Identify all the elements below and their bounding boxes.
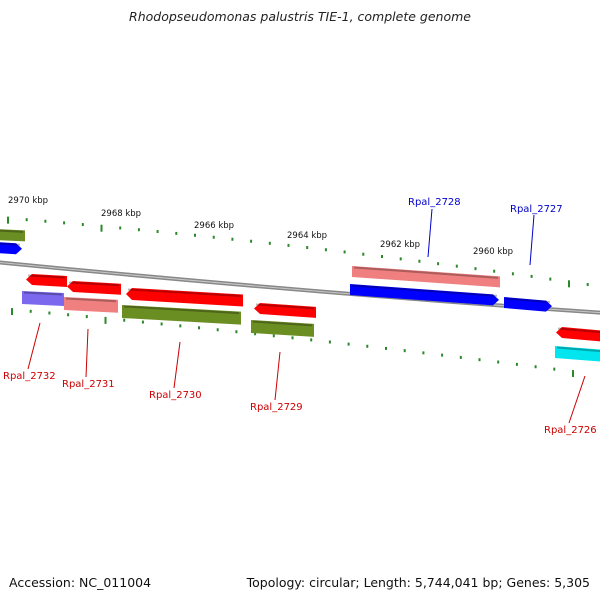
label-leaders [27,208,586,424]
outer-tick-track [7,216,589,288]
gene-feature-shade [556,346,600,353]
label-leader-line [27,322,41,370]
gene-feature [352,266,500,288]
gene-feature-shade [252,320,313,327]
gene-feature-shade [65,297,117,303]
gene-label: Rpal_2726 [544,425,597,436]
gene-label: Rpal_2732 [3,371,56,382]
gene-feature [64,297,118,313]
gene-label: Rpal_2729 [250,402,303,413]
gene-feature-shade [557,327,600,334]
gene-feature-shade [353,266,499,279]
scale-label: 2962 kbp [380,240,420,250]
label-leader-line [568,375,586,424]
gene-feature [0,242,22,255]
scale-label: 2970 kbp [8,196,48,206]
scale-labels: 2970 kbp 2968 kbp 2966 kbp 2964 kbp 2962 kbp… [8,196,513,257]
label-leader-line [274,351,281,401]
scale-label: 2966 kbp [194,221,234,231]
gene-feature-shade [0,242,21,246]
gene-feature-shade [23,291,63,296]
label-leader-line [427,208,433,258]
gene-feature [254,303,316,318]
topology-text: Topology: circular; Length: 5,744,041 bp… [246,575,590,590]
gene-feature [67,281,121,295]
label-leader-line [529,214,535,266]
gene-feature [22,291,64,306]
gene-feature-shade [505,297,551,304]
label-leader-line [85,328,89,378]
accession-text: Accession: NC_011004 [9,575,152,590]
gene-feature-shade [0,229,24,233]
genome-title: Rhodopseudomonas palustris TIE-1, comple… [129,9,471,24]
gene-feature [122,305,241,325]
gene-feature [26,274,67,287]
gene-feature-shade [351,284,498,297]
gene-feature [126,288,243,307]
gene-label: Rpal_2730 [149,390,202,401]
gene-labels: Rpal_2728 Rpal_2727 Rpal_2732 Rpal_2731 Rpal… [3,197,597,436]
gene-feature-shade [255,303,315,310]
gene-feature [555,346,600,362]
gene-feature-shade [127,288,242,298]
gene-feature-shade [68,281,120,287]
gene-label: Rpal_2727 [510,204,563,215]
scale-label: 2964 kbp [287,231,327,241]
gene-feature [504,297,552,312]
gene-feature [0,229,25,242]
scale-label: 2960 kbp [473,247,513,257]
gene-feature [350,284,499,306]
gene-feature-shade [27,274,66,279]
gene-feature [251,320,314,337]
gene-feature [556,327,600,342]
gene-features [0,229,600,362]
inner-tick-track [11,308,574,378]
gene-label: Rpal_2728 [408,197,461,208]
gene-label: Rpal_2731 [62,379,115,390]
scale-label: 2968 kbp [101,209,141,219]
gene-feature-shade [123,305,240,315]
label-leader-line [173,341,181,389]
